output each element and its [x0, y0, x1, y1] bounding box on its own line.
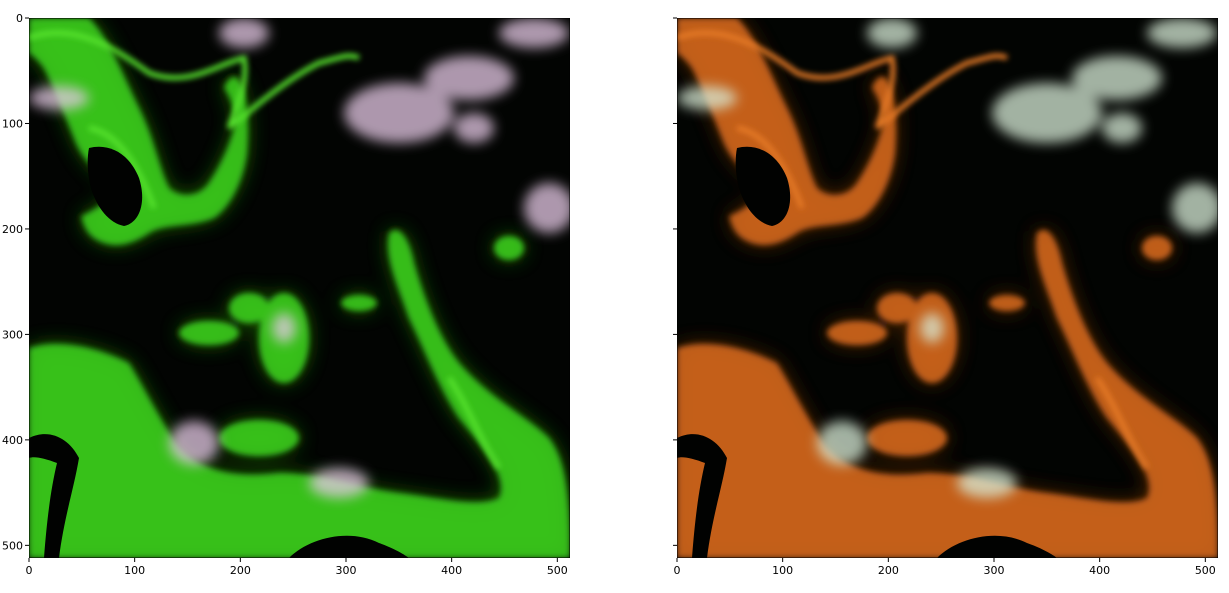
left-x-tick-label: 200 — [230, 564, 251, 577]
right-x-tick-label: 0 — [674, 564, 681, 577]
left-y-tick-label: 300 — [2, 328, 23, 341]
left-image — [29, 18, 570, 558]
left-x-tick-label: 100 — [124, 564, 145, 577]
left-y-tick-label: 0 — [16, 12, 23, 25]
left-x-tick-label: 500 — [547, 564, 568, 577]
left-x-tick-label: 300 — [335, 564, 356, 577]
left-y-tick-label: 400 — [2, 434, 23, 447]
right-panel: 0 100 200 300 400 500 — [673, 17, 1218, 577]
right-x-tick-label: 400 — [1089, 564, 1110, 577]
right-axes: 0 100 200 300 400 500 — [673, 17, 1216, 577]
right-x-tick-label: 200 — [878, 564, 899, 577]
right-x-tick-label: 500 — [1195, 564, 1216, 577]
left-y-tick-label: 200 — [2, 223, 23, 236]
left-y-tick-label: 500 — [2, 539, 23, 552]
left-y-tick-label: 100 — [2, 117, 23, 130]
right-x-tick-label: 300 — [983, 564, 1004, 577]
left-x-tick-label: 0 — [26, 564, 33, 577]
right-x-tick-label: 100 — [772, 564, 793, 577]
right-image — [677, 18, 1218, 558]
left-x-tick-label: 400 — [441, 564, 462, 577]
